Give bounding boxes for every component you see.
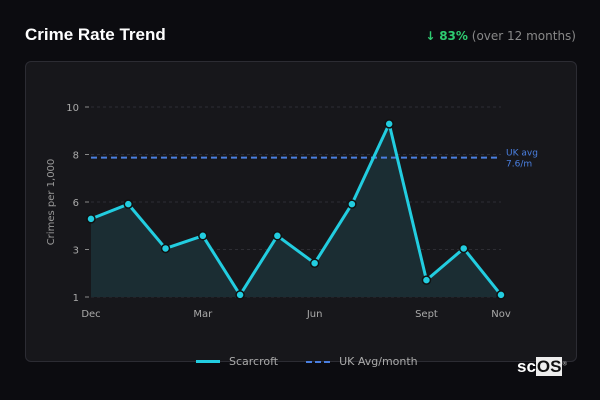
legend-swatch-solid bbox=[196, 360, 220, 363]
data-point bbox=[496, 290, 506, 300]
x-tick-label: Jun bbox=[306, 309, 323, 320]
series-line bbox=[90, 122, 503, 297]
change-percent: 83% bbox=[439, 29, 468, 43]
y-tick-label: 1 bbox=[73, 293, 79, 304]
legend-label: UK Avg/month bbox=[339, 355, 418, 368]
data-point bbox=[458, 243, 469, 254]
uk-avg-label: UK avg bbox=[506, 149, 538, 159]
change-note: (over 12 months) bbox=[471, 29, 576, 43]
data-point bbox=[272, 231, 283, 241]
y-axis-label: Crimes per 1,000 bbox=[46, 159, 57, 246]
legend-item-scarcroft[interactable]: Scarcroft bbox=[196, 355, 278, 368]
y-tick-label: 10 bbox=[66, 103, 79, 114]
legend-item-uk-avg[interactable]: UK Avg/month bbox=[306, 355, 418, 368]
change-summary: ↓ 83% (over 12 months) bbox=[425, 29, 576, 43]
legend: Scarcroft UK Avg/month bbox=[196, 355, 418, 368]
series-area bbox=[91, 123, 501, 297]
legend-label: Scarcroft bbox=[229, 355, 279, 368]
page-title: Crime Rate Trend bbox=[25, 25, 166, 44]
data-point bbox=[384, 119, 394, 129]
data-point bbox=[198, 231, 208, 241]
data-point bbox=[235, 290, 245, 300]
data-point bbox=[160, 243, 171, 254]
y-tick-label: 6 bbox=[73, 198, 79, 209]
y-tick-label: 8 bbox=[73, 151, 79, 162]
x-tick-label: Sept bbox=[415, 309, 438, 320]
data-point bbox=[123, 199, 134, 209]
data-point bbox=[86, 214, 96, 224]
y-tick-label: 3 bbox=[73, 246, 79, 257]
uk-avg-value: 7.6/m bbox=[506, 160, 532, 170]
scos-logo: scOS® bbox=[517, 357, 567, 376]
data-point bbox=[309, 258, 320, 268]
change-arrow-icon: ↓ bbox=[425, 29, 436, 43]
data-point bbox=[347, 199, 357, 209]
data-point bbox=[421, 275, 432, 285]
legend-swatch-dashed bbox=[306, 360, 331, 363]
x-tick-label: Dec bbox=[81, 309, 100, 320]
x-tick-label: Mar bbox=[193, 309, 213, 320]
x-tick-label: Nov bbox=[491, 309, 511, 320]
